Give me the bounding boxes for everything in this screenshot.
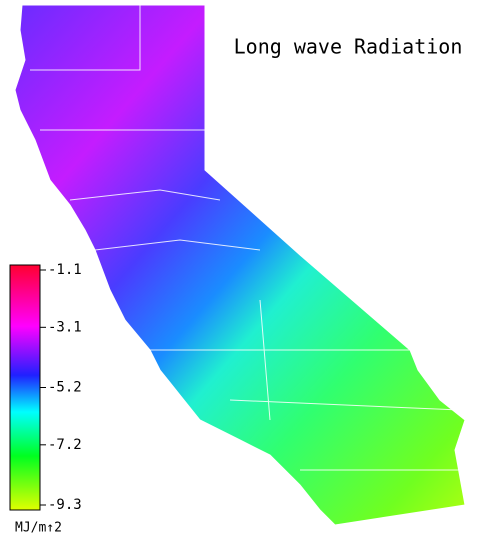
colorbar-tick-label: -9.3	[48, 497, 82, 513]
colorbar-tick-label: -5.2	[48, 380, 82, 396]
colorbar-tick-label: -1.1	[48, 262, 82, 278]
california-map	[14, 4, 466, 526]
colorbar-tick-label: -7.2	[48, 437, 82, 453]
colorbar	[9, 264, 41, 511]
colorbar-unit: MJ/m↑2	[15, 521, 62, 536]
county-lines	[30, 5, 461, 471]
map-title: Long wave Radiation	[234, 35, 463, 59]
colorbar-tick-label: -3.1	[48, 319, 82, 335]
